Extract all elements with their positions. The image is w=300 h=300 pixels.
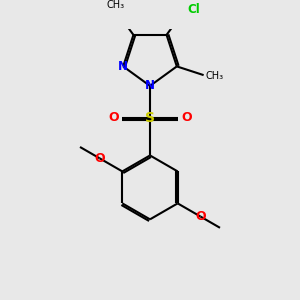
- Text: O: O: [195, 210, 206, 223]
- Text: S: S: [145, 111, 155, 125]
- Text: N: N: [118, 60, 128, 73]
- Text: CH₃: CH₃: [206, 71, 224, 82]
- Text: O: O: [94, 152, 105, 165]
- Text: O: O: [182, 111, 192, 124]
- Text: CH₃: CH₃: [106, 0, 124, 10]
- Text: N: N: [145, 80, 155, 92]
- Text: O: O: [108, 111, 119, 124]
- Text: Cl: Cl: [188, 3, 200, 16]
